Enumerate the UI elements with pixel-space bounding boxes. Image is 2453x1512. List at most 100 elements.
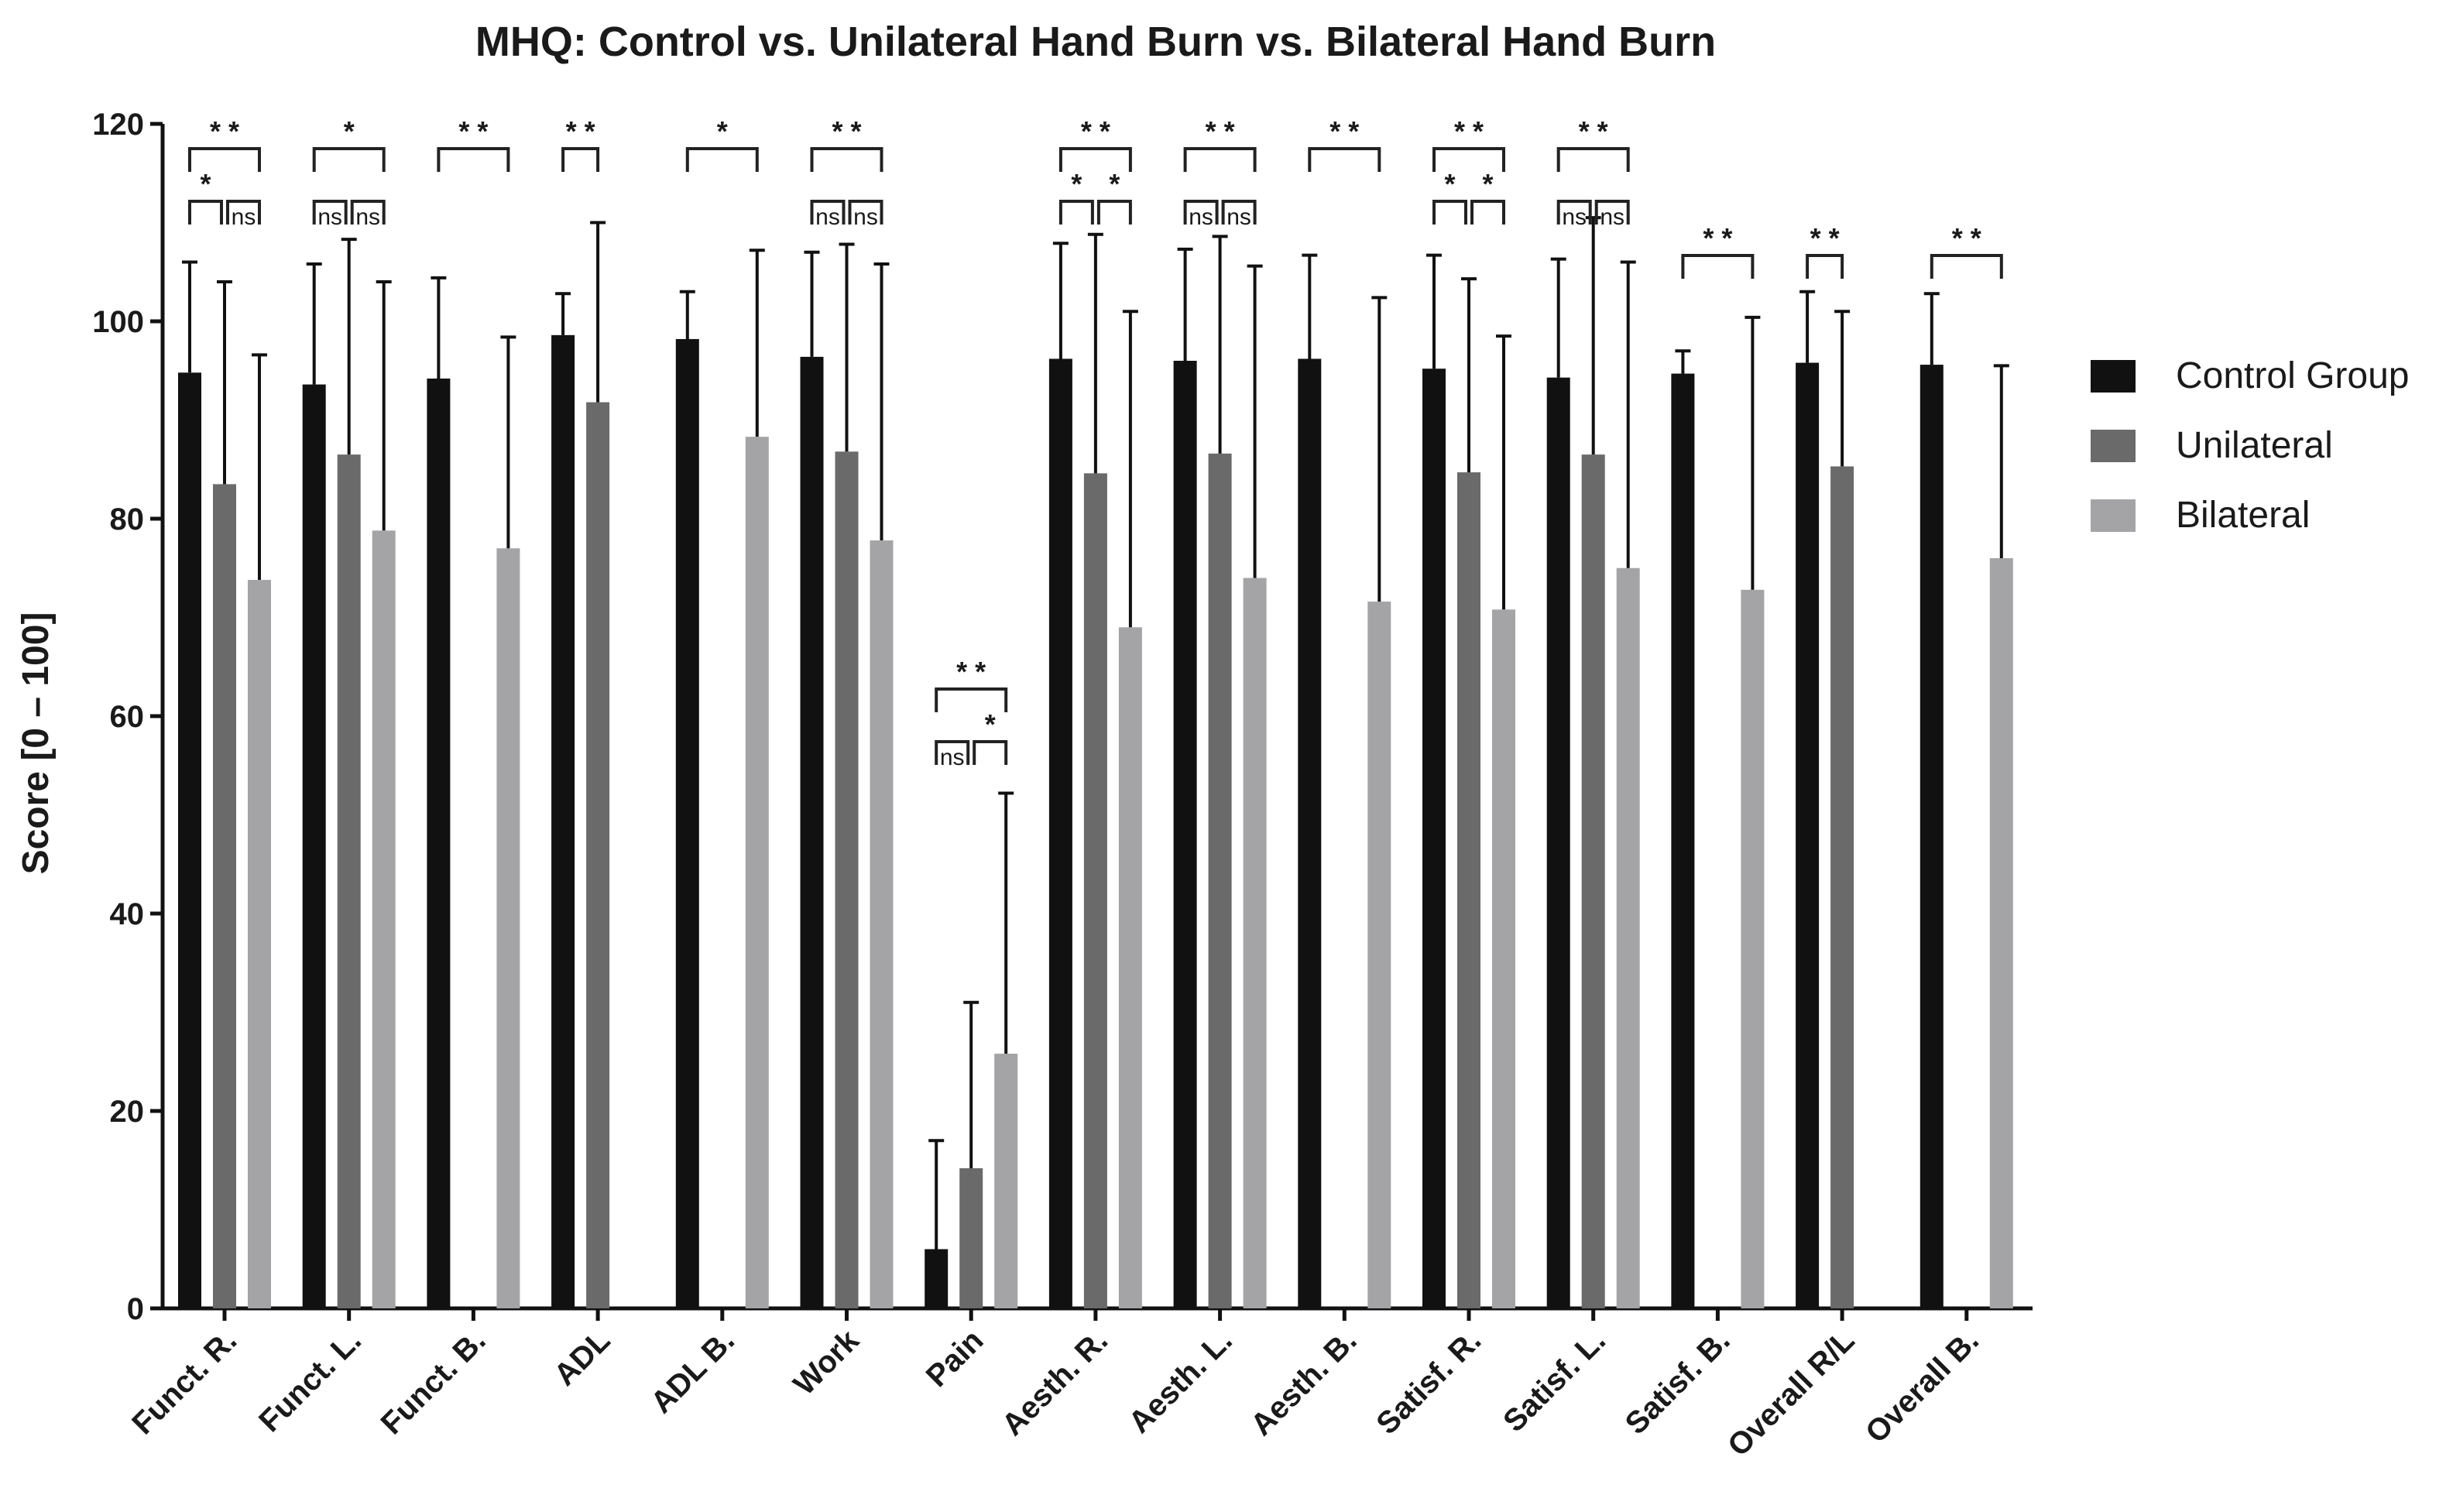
- legend-label: Unilateral: [2176, 425, 2333, 466]
- significance-bracket: [973, 740, 1008, 765]
- bar: [675, 338, 699, 1309]
- legend-label: Control Group: [2176, 355, 2409, 396]
- bar: [427, 378, 451, 1309]
- significance-label: * *: [1081, 115, 1110, 147]
- bar: [1048, 358, 1072, 1309]
- significance-label: *: [1482, 168, 1493, 200]
- bar: [1298, 358, 1322, 1309]
- y-axis-label: Score [0 – 100]: [15, 612, 57, 875]
- bar: [1492, 609, 1515, 1308]
- bar: [1741, 589, 1765, 1308]
- legend-label: Bilateral: [2176, 495, 2310, 536]
- bar: [586, 402, 610, 1308]
- bar: [745, 437, 769, 1308]
- bar: [1920, 365, 1944, 1309]
- significance-bracket: [1096, 200, 1132, 225]
- bar: [372, 530, 396, 1308]
- significance-label: ns: [232, 204, 256, 230]
- significance-bracket: [1432, 147, 1505, 172]
- y-tick-label: 60: [110, 700, 145, 734]
- significance-label: ns: [355, 204, 380, 230]
- x-tick-label: Funct. R.: [125, 1323, 243, 1441]
- significance-bracket: [312, 200, 348, 225]
- significance-bracket: [1930, 254, 2003, 279]
- bar: [925, 1249, 949, 1308]
- significance-bracket: [1594, 200, 1630, 225]
- significance-label: * *: [1952, 222, 1981, 254]
- significance-bracket: [1058, 200, 1094, 225]
- significance-label: * *: [956, 656, 986, 687]
- x-tick-label: Overall R/L: [1721, 1323, 1861, 1462]
- bar: [1208, 453, 1232, 1308]
- significance-label: * *: [210, 115, 239, 147]
- significance-bracket: [188, 147, 261, 172]
- significance-label: ns: [853, 204, 878, 230]
- x-axis: Funct. R. Funct. L. Funct. B. ADL ADL B. Work…: [125, 1306, 2033, 1463]
- bar: [1671, 373, 1695, 1309]
- significance-label: * *: [1703, 222, 1732, 254]
- bar: [1830, 466, 1854, 1308]
- bar: [1616, 567, 1640, 1308]
- x-tick-label: Satisf. R.: [1370, 1323, 1487, 1441]
- y-tick-label: 40: [110, 897, 145, 931]
- significance-label: * *: [1329, 115, 1359, 147]
- significance-bracket: [1806, 254, 1844, 279]
- x-tick-label: Aesth. R.: [996, 1323, 1115, 1442]
- x-tick-label: Satisf. L.: [1497, 1323, 1612, 1438]
- bar: [835, 451, 859, 1308]
- x-tick-label: ADL B.: [644, 1323, 741, 1420]
- bar: [1243, 578, 1267, 1308]
- bar: [337, 454, 361, 1308]
- significance-layer: * **ns*ns ns* * * * * * *ns ns* *ns** ** ** *n…: [188, 115, 2003, 770]
- significance-label: * *: [1810, 222, 1840, 254]
- significance-bracket: [1556, 147, 1630, 172]
- bar: [1457, 472, 1480, 1309]
- legend: Control Group Unilateral Bilateral: [2091, 355, 2409, 536]
- bar: [496, 548, 520, 1308]
- legend-swatch: [2091, 360, 2136, 393]
- bar: [178, 372, 201, 1308]
- bar: [1422, 369, 1446, 1309]
- significance-bracket: [935, 740, 970, 765]
- y-tick-label: 0: [127, 1292, 144, 1326]
- significance-bracket: [848, 200, 883, 225]
- x-tick-label: ADL: [547, 1323, 616, 1392]
- significance-label: * *: [458, 115, 488, 147]
- significance-bracket: [1556, 200, 1592, 225]
- significance-label: ns: [1189, 204, 1213, 230]
- significance-bracket: [188, 200, 223, 225]
- x-tick-label: Work: [787, 1323, 866, 1402]
- significance-label: * *: [566, 115, 595, 147]
- significance-bracket: [810, 147, 883, 172]
- significance-label: *: [200, 168, 211, 200]
- significance-bracket: [1058, 147, 1132, 172]
- significance-label: *: [344, 115, 355, 147]
- significance-bracket: [561, 147, 600, 172]
- bar: [551, 334, 575, 1309]
- bar: [248, 580, 271, 1308]
- bar: [1118, 627, 1142, 1308]
- significance-label: ns: [317, 204, 342, 230]
- significance-bracket: [437, 147, 510, 172]
- bar: [1367, 602, 1391, 1308]
- significance-bracket: [935, 687, 1008, 712]
- bar: [994, 1054, 1018, 1308]
- significance-bracket: [226, 200, 261, 225]
- significance-bracket: [1308, 147, 1381, 172]
- x-tick-label: Pain: [920, 1323, 990, 1394]
- y-tick-label: 120: [92, 108, 144, 142]
- significance-bracket: [810, 200, 846, 225]
- significance-label: ns: [940, 745, 965, 770]
- significance-label: *: [1109, 168, 1120, 200]
- y-axis: 0 20 40 60 80 100 120: [92, 108, 165, 1326]
- x-tick-label: Funct. B.: [375, 1323, 492, 1441]
- bar: [959, 1167, 983, 1308]
- bar: [800, 356, 824, 1308]
- significance-label: ns: [1600, 204, 1624, 230]
- y-tick-label: 100: [92, 305, 144, 339]
- bar: [1796, 362, 1820, 1308]
- significance-bracket: [1183, 200, 1219, 225]
- legend-swatch: [2091, 499, 2136, 532]
- significance-bracket: [1183, 147, 1257, 172]
- x-tick-label: Aesth. L.: [1122, 1323, 1239, 1440]
